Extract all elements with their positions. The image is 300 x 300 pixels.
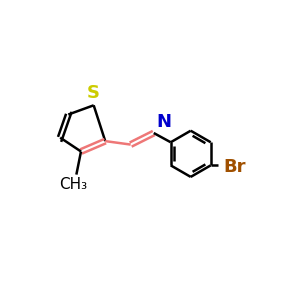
Text: CH₃: CH₃ — [59, 177, 87, 192]
Text: Br: Br — [224, 158, 246, 175]
Text: N: N — [157, 113, 172, 131]
Text: S: S — [87, 84, 100, 102]
